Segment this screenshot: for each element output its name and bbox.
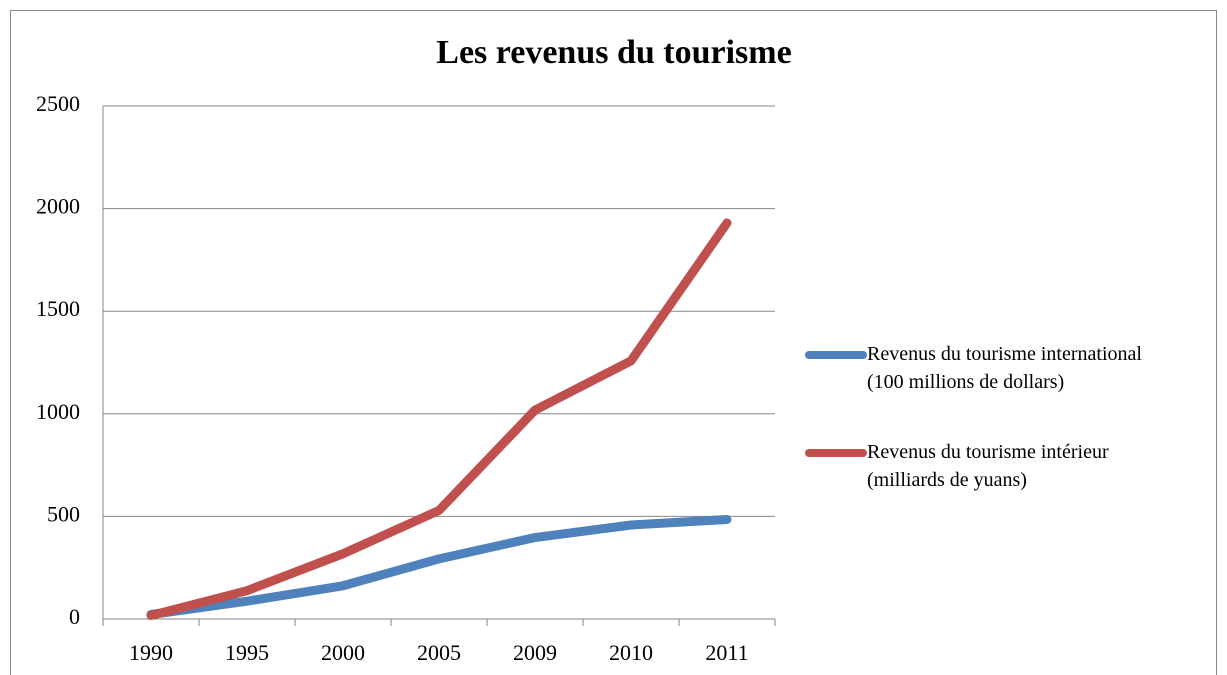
legend-label: Revenus du tourisme intérieur (milliards… [867,441,1109,491]
y-tick-label: 500 [47,501,80,526]
x-tick-label: 2010 [609,640,653,665]
legend-swatch [805,351,867,359]
series-line [146,514,732,619]
y-tick-label: 1500 [36,296,80,321]
x-tick-label: 2009 [513,640,557,665]
y-tick-label: 2500 [36,91,80,116]
y-tick-label: 2000 [36,194,80,219]
x-tick-label: 2000 [321,640,365,665]
series-line [146,218,732,621]
legend-swatch [805,449,867,457]
legend-label: Revenus du tourisme international (100 m… [867,343,1142,393]
legend-item: Revenus du tourisme intérieur (milliards… [805,438,1145,494]
chart-title: Les revenus du tourisme [436,34,791,71]
x-tick-label: 1990 [129,640,173,665]
legend-item: Revenus du tourisme international (100 m… [805,340,1145,396]
chart-border [10,10,1217,675]
y-tick-label: 0 [69,604,80,629]
x-tick-label: 2011 [705,640,748,665]
y-tick-label: 1000 [36,399,80,424]
x-tick-label: 2005 [417,640,461,665]
x-tick-label: 1995 [225,640,269,665]
